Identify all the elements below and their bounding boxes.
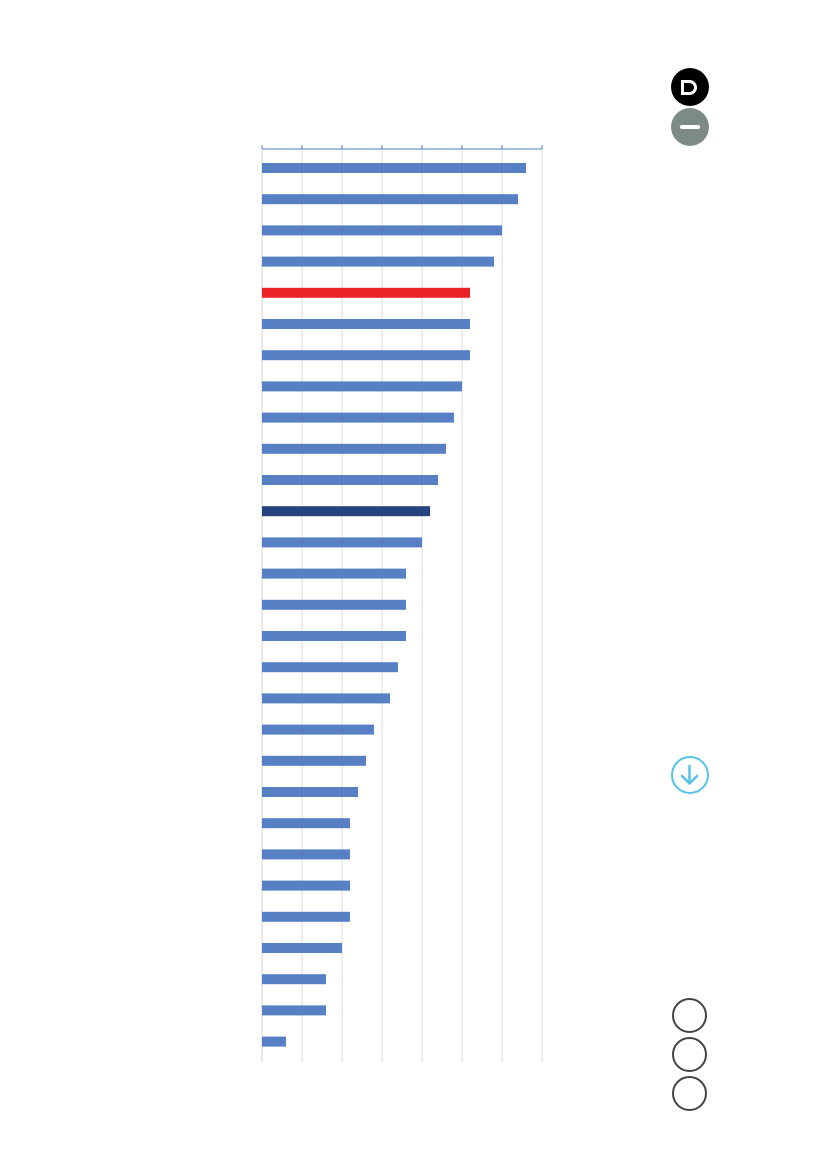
bar <box>262 787 358 797</box>
bar <box>262 194 518 205</box>
bar <box>262 319 470 329</box>
bar <box>262 974 326 985</box>
bar <box>262 818 350 829</box>
bar <box>262 631 406 641</box>
bar <box>262 599 406 610</box>
bar <box>262 475 438 485</box>
bar <box>262 506 430 517</box>
arrow-down-circle-icon[interactable] <box>671 756 709 794</box>
bar <box>262 443 446 454</box>
bar <box>262 911 350 922</box>
bar <box>262 849 350 860</box>
bar <box>262 287 470 298</box>
bar <box>262 880 350 891</box>
bar <box>262 256 494 267</box>
bar <box>262 568 406 579</box>
bar <box>262 163 526 173</box>
bar <box>262 225 502 236</box>
bar <box>262 412 454 423</box>
bar <box>262 755 366 766</box>
bar <box>262 943 342 953</box>
bar <box>262 1036 286 1047</box>
empty-circle-icon[interactable] <box>672 1037 707 1072</box>
bar <box>262 381 462 392</box>
bar <box>262 724 374 735</box>
bar <box>262 1005 326 1016</box>
letter-d-circle-icon[interactable] <box>671 68 709 106</box>
minus-circle-icon[interactable] <box>671 108 709 146</box>
bar <box>262 693 390 704</box>
bar <box>262 662 398 673</box>
empty-circle-icon[interactable] <box>672 998 707 1033</box>
bar <box>262 537 422 548</box>
bar <box>262 350 470 361</box>
empty-circle-icon[interactable] <box>672 1076 707 1111</box>
